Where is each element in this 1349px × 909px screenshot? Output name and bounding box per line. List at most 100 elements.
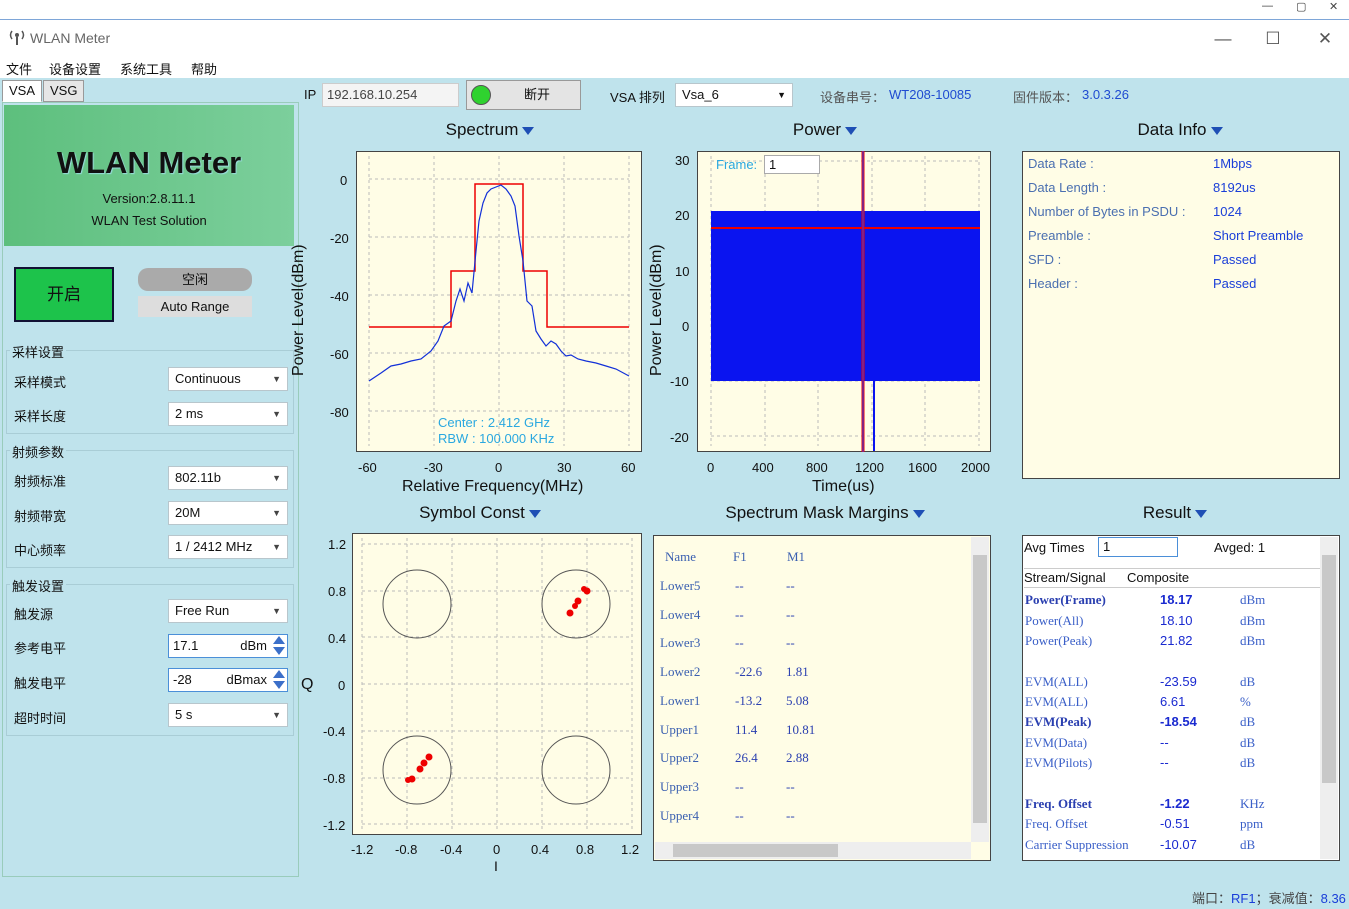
caret-down-icon[interactable]	[845, 126, 858, 135]
rf-group-title: 射频参数	[10, 442, 67, 461]
result-vertical-scrollbar[interactable]	[1320, 537, 1338, 859]
spectrum-xtick: 30	[557, 460, 572, 475]
sample-mode-value: Continuous	[175, 371, 241, 386]
close-button[interactable]: ✕	[1317, 29, 1333, 48]
menu-system-tools[interactable]: 系统工具	[120, 62, 173, 77]
spectrum-xtick: 60	[621, 460, 636, 475]
spin-arrows-icon[interactable]	[271, 669, 287, 691]
firmware-label: 固件版本：	[1013, 90, 1079, 105]
chevron-down-icon: ▼	[272, 606, 281, 616]
constellation-xlabel: I	[494, 858, 498, 874]
const-xtick: -1.2	[351, 842, 374, 857]
mask-row-name: Upper3	[660, 778, 699, 794]
caret-down-icon[interactable]	[912, 509, 925, 518]
const-xtick: 0.8	[576, 842, 595, 857]
power-ytick: -10	[670, 374, 689, 389]
mask-scroll-thumb[interactable]	[973, 555, 987, 823]
caret-down-icon[interactable]	[522, 126, 535, 135]
result-title[interactable]: Result	[1085, 503, 1265, 523]
ip-input[interactable]: 192.168.10.254	[322, 83, 459, 107]
vsa-array-value: Vsa_6	[682, 87, 719, 102]
mask-row-m1: --	[786, 606, 795, 622]
menu-file[interactable]: 文件	[6, 62, 33, 77]
data-rate-label: Data Rate :	[1028, 156, 1094, 171]
frame-spinbox[interactable]: 1	[764, 155, 820, 174]
symbol-const-title[interactable]: Symbol Const	[390, 503, 570, 523]
result-row-value: -23.59	[1160, 674, 1197, 689]
mask-vertical-scrollbar[interactable]	[971, 537, 989, 842]
spin-arrows-icon[interactable]	[271, 635, 287, 657]
trigger-source-label: 触发源	[14, 607, 54, 622]
rf-standard-select[interactable]: 802.11b ▼	[168, 466, 288, 490]
menu-device-settings[interactable]: 设备设置	[49, 62, 102, 77]
outer-minimize-button[interactable]: —	[1262, 0, 1273, 12]
menu-help[interactable]: 帮助	[191, 62, 218, 77]
caret-down-icon[interactable]	[528, 509, 541, 518]
avg-times-spinbox[interactable]: 1	[1098, 537, 1178, 557]
const-ytick: -1.2	[323, 818, 346, 833]
vsa-array-select[interactable]: Vsa_6 ▼	[675, 83, 793, 107]
mask-col-name: Name	[665, 549, 697, 564]
vsa-array-label: VSA 排列	[610, 90, 665, 105]
maximize-button[interactable]: ☐	[1265, 29, 1281, 48]
power-ytick: 0	[682, 319, 690, 334]
status-port-label: 端口：	[1192, 891, 1232, 906]
center-freq-select[interactable]: 1 / 2412 MHz ▼	[168, 535, 288, 559]
serial-value: WT208-10085	[889, 87, 972, 102]
rf-standard-label: 射频标准	[14, 474, 67, 489]
tab-vsg[interactable]: VSG	[43, 80, 85, 102]
disconnect-button[interactable]: 断开	[466, 80, 581, 110]
trigger-level-spinbox[interactable]: -28 dBmax	[168, 668, 288, 692]
left-panel	[2, 102, 299, 877]
constellation-plot	[352, 533, 642, 835]
spectrum-plot	[356, 151, 642, 452]
auto-range-button[interactable]: Auto Range	[138, 296, 252, 317]
outer-close-button[interactable]: ✕	[1329, 1, 1339, 13]
rf-bandwidth-select[interactable]: 20M ▼	[168, 501, 288, 525]
logo-subtitle: WLAN Test Solution	[91, 213, 207, 228]
power-title[interactable]: Power	[735, 120, 915, 140]
preamble-value: Short Preamble	[1213, 228, 1304, 243]
status-separator: ；	[1255, 891, 1269, 906]
symbol-const-title-text: Symbol Const	[419, 503, 525, 522]
result-row-unit: dBm	[1240, 613, 1266, 628]
connection-led-icon	[471, 85, 491, 105]
start-button[interactable]: 开启	[14, 267, 114, 322]
tab-vsa[interactable]: VSA	[2, 80, 43, 102]
chevron-down-icon: ▼	[272, 409, 281, 419]
data-length-value: 8192us	[1213, 180, 1256, 195]
caret-down-icon[interactable]	[1195, 509, 1208, 518]
caret-down-icon[interactable]	[1210, 126, 1223, 135]
result-scroll-thumb[interactable]	[1322, 555, 1336, 783]
mask-row-name: Upper2	[660, 750, 699, 766]
result-row-name: Power(Frame)	[1025, 592, 1106, 607]
result-row-name: Power(Peak)	[1025, 633, 1093, 648]
status-port-value: RF1	[1231, 891, 1256, 906]
trigger-group-title: 触发设置	[10, 576, 67, 595]
frame-value: 1	[769, 157, 777, 172]
mask-horizontal-scrollbar[interactable]	[655, 842, 971, 859]
trigger-source-select[interactable]: Free Run ▼	[168, 599, 288, 623]
spectrum-title[interactable]: Spectrum	[400, 120, 580, 140]
center-freq-value: 1 / 2412 MHz	[175, 539, 253, 554]
sample-mode-select[interactable]: Continuous ▼	[168, 367, 288, 391]
minimize-button[interactable]: —	[1214, 29, 1232, 48]
mask-hscroll-thumb[interactable]	[673, 844, 838, 857]
mask-title[interactable]: Spectrum Mask Margins	[700, 503, 950, 523]
psdu-bytes-value: 1024	[1213, 204, 1242, 219]
result-row-name: EVM(Peak)	[1025, 714, 1092, 729]
power-xtick: 2000	[961, 460, 990, 475]
chevron-down-icon: ▼	[272, 508, 281, 518]
serial-label: 设备串号：	[820, 90, 886, 105]
status-bar: 端口：RF1；衰减值：8.36	[1192, 888, 1346, 907]
outer-maximize-button[interactable]: ▢	[1296, 1, 1307, 13]
sample-length-select[interactable]: 2 ms ▼	[168, 402, 288, 426]
mask-row-m1: 2.88	[786, 750, 809, 766]
chevron-down-icon: ▼	[272, 374, 281, 384]
data-info-title[interactable]: Data Info	[1090, 120, 1270, 140]
ref-level-spinbox[interactable]: 17.1 dBm	[168, 634, 288, 658]
spectrum-ytick: 0	[340, 173, 348, 188]
mask-col-m1: M1	[787, 549, 806, 564]
mask-row-m1: 10.81	[786, 721, 816, 737]
timeout-select[interactable]: 5 s ▼	[168, 703, 288, 727]
